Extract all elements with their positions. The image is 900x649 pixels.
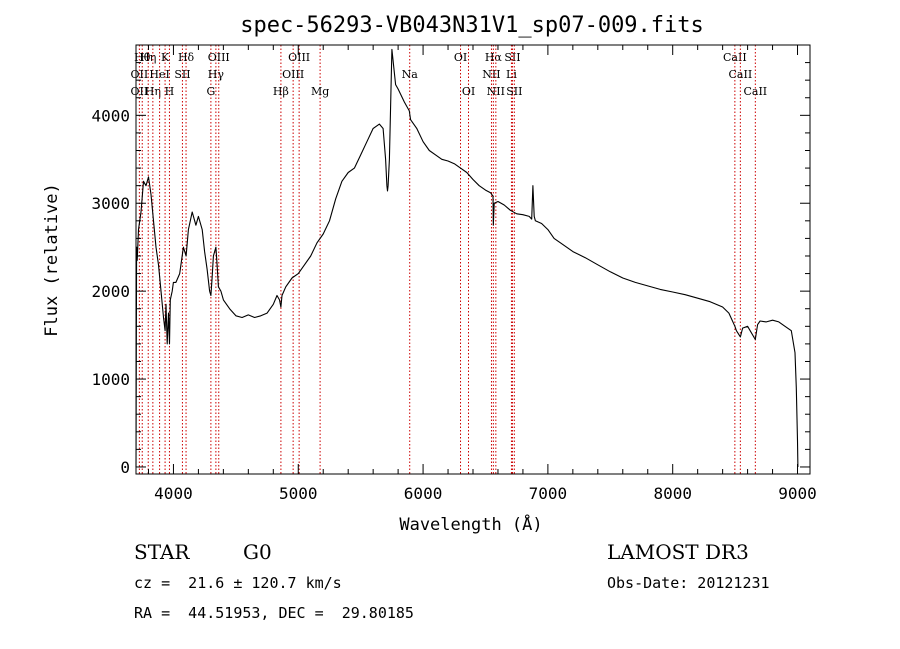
x-tick-label: 6000: [404, 484, 443, 503]
marker-label: OII: [131, 68, 149, 81]
marker-label: K: [161, 51, 170, 64]
y-tick-label: 4000: [91, 106, 130, 125]
marker-label: OIII: [288, 51, 310, 64]
chart-title: spec-56293-VB043N31V1_sp07-009.fits: [240, 13, 704, 38]
y-tick-label: 0: [120, 458, 130, 477]
marker-label: CaII: [729, 68, 753, 81]
y-axis-label: Flux (relative): [42, 183, 62, 337]
spectral-subclass: G0: [243, 540, 272, 564]
spectrum-series: [135, 48, 799, 468]
marker-label: Li: [506, 68, 517, 81]
object-class: STAR: [134, 540, 190, 564]
marker-label: G: [206, 85, 215, 98]
marker-label: OII: [131, 85, 149, 98]
x-tick-label: 7000: [529, 484, 568, 503]
plot-frame: [135, 44, 811, 475]
marker-label: CaII: [723, 51, 747, 64]
marker-label: Hγ: [208, 68, 225, 81]
marker-label: H: [165, 85, 175, 98]
y-axis: 0 1000 2000 3000 4000: [91, 62, 810, 477]
marker-label: SII: [506, 85, 522, 98]
y-tick-label: 3000: [91, 194, 130, 213]
marker-label: CaII: [743, 85, 767, 98]
marker-label: Hδ: [178, 51, 195, 64]
y-tick-label: 1000: [91, 370, 130, 389]
marker-label: NII: [487, 85, 505, 98]
marker-label: Hα: [485, 51, 503, 64]
line-markers: HθOIIOIIHηHηHeIKHSIIHδGHγOIIIHβOIIIOIIIM…: [131, 45, 767, 474]
marker-label: Mg: [311, 85, 329, 98]
marker-label: Na: [402, 68, 419, 81]
spectrum-line: [135, 48, 799, 468]
marker-label: HeI: [149, 68, 169, 81]
marker-label: Hθ: [134, 51, 151, 64]
x-tick-label: 9000: [778, 484, 817, 503]
y-tick-label: 2000: [91, 282, 130, 301]
redshift-readout: cz = 21.6 ± 120.7 km/s: [134, 574, 342, 592]
x-axis-label: Wavelength (Å): [399, 513, 542, 535]
x-tick-label: 5000: [279, 484, 318, 503]
marker-label: Hη: [140, 51, 156, 64]
coordinates-readout: RA = 44.51953, DEC = 29.80185: [134, 604, 414, 622]
survey-name: LAMOST DR3: [607, 540, 749, 564]
marker-label: SII: [174, 68, 190, 81]
marker-label: NII: [482, 68, 500, 81]
marker-label: OIII: [282, 68, 304, 81]
marker-label: SII: [504, 51, 520, 64]
x-tick-label: 4000: [154, 484, 193, 503]
marker-label: OIII: [208, 51, 230, 64]
marker-label: Hη: [145, 85, 161, 98]
marker-label: OI: [462, 85, 475, 98]
x-tick-label: 8000: [653, 484, 692, 503]
marker-label: OI: [454, 51, 467, 64]
marker-label: Hβ: [273, 85, 289, 98]
x-axis: 4000 5000 6000 7000 8000 9000: [147, 45, 817, 503]
observation-date: Obs-Date: 20121231: [607, 574, 770, 592]
